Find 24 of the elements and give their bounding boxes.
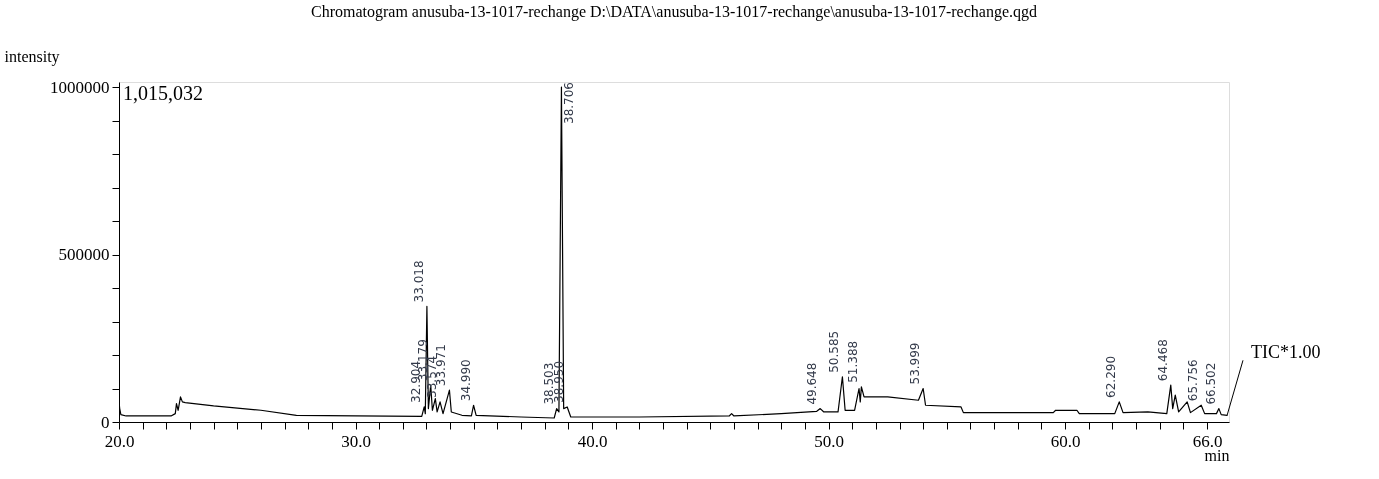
annotation: 64.468 — [1155, 339, 1170, 382]
y-axis-title: intensity — [4, 47, 60, 66]
annotation: 49.648 — [805, 362, 820, 405]
annotation: 65.756 — [1186, 359, 1201, 402]
x-tick-label: 20.0 — [104, 431, 135, 451]
annotation: 33.018 — [411, 260, 426, 303]
x-tick-label: 40.0 — [577, 431, 608, 451]
annotation: 66.502 — [1203, 362, 1218, 405]
chart-title: Chromatogram anusuba-13-1017-rechange D:\DATA\anusuba-13-1017-rechange\anusuba-13-1017-rechange.qgd — [310, 3, 1038, 21]
annotation: 38.950 — [552, 360, 567, 403]
x-tick-label: 50.0 — [814, 431, 844, 451]
annotation: 62.290 — [1104, 355, 1119, 398]
annotation: 1,015,032 — [123, 82, 203, 104]
annotation: 51.388 — [846, 340, 861, 383]
x-tick-label: 60.0 — [1050, 431, 1081, 451]
x-tick-label: 30.0 — [341, 431, 371, 451]
annotation: TIC*1.00 — [1251, 342, 1321, 363]
y-tick-label: 1000000 — [50, 77, 110, 97]
y-tick-label: 0 — [101, 412, 110, 432]
y-tick-label: 500000 — [58, 245, 110, 265]
annotation: 50.585 — [827, 330, 842, 373]
annotation: 53.999 — [908, 342, 923, 385]
annotation: 34.990 — [458, 359, 473, 402]
annotation: 38.706 — [562, 82, 577, 124]
